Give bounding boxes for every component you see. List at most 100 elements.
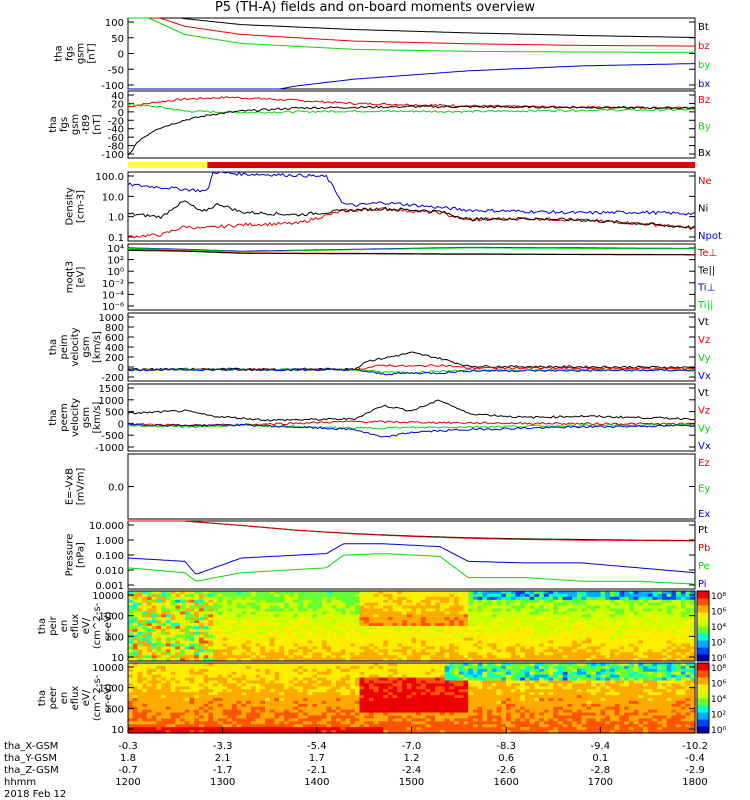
panel-frame	[127, 453, 696, 520]
legend-entry: Vy	[698, 423, 711, 434]
x-axis-row-label: tha_Y-GSM	[4, 753, 57, 764]
legend-entry: Pb	[698, 543, 710, 554]
y-tick-label: 0	[118, 108, 124, 119]
y-axis-label: en	[59, 620, 70, 633]
y-axis-label: Density	[65, 187, 76, 225]
colorbar-tick-label: 10⁴	[711, 623, 726, 633]
colorbar-tick-label: 10⁰	[711, 654, 726, 664]
legend-entry: Ne	[698, 176, 712, 187]
y-tick-label: 0	[118, 50, 124, 61]
y-tick-label: -60	[108, 133, 124, 144]
panel-pressure	[127, 520, 696, 590]
y-tick-label: 1.0	[108, 213, 124, 224]
y-tick-label: 1000	[99, 313, 124, 324]
series-Vz-line	[127, 420, 696, 427]
y-axis-label: en	[59, 692, 70, 705]
y-tick-label: 10000	[92, 663, 124, 674]
legend-entry: Ey	[698, 484, 710, 495]
legend-entry: Te||	[697, 265, 715, 276]
y-tick-label: -500	[101, 431, 124, 442]
x-tick-label: -2.1	[307, 765, 327, 776]
y-axis-label: gsm	[76, 43, 87, 64]
y-tick-label: 10	[111, 653, 124, 664]
panel-frame	[127, 171, 696, 242]
legend-entry: by	[698, 60, 710, 71]
series-Bz-line	[127, 96, 696, 110]
y-tick-label: 200	[105, 353, 124, 364]
y-axis-label: tha	[48, 409, 59, 425]
y-tick-label: 600	[105, 333, 124, 344]
y-axis-label: tha	[48, 339, 59, 355]
y-axis-label: tha	[37, 618, 48, 634]
series-Vt-line	[127, 399, 696, 422]
colorbar-tick-label: 10⁶	[711, 680, 726, 690]
series-Ti-line	[128, 247, 695, 253]
y-tick-label: 0	[118, 419, 124, 430]
legend-entry: bz	[698, 41, 710, 52]
y-axis-label: peim	[59, 334, 70, 359]
series-Npot-line	[127, 171, 696, 216]
legend-entry: Pt	[698, 525, 708, 536]
colorbar-tick-label: 10⁶	[711, 608, 726, 618]
y-tick-label: 10⁻⁴	[102, 290, 124, 301]
y-tick-label: 0	[118, 363, 124, 374]
y-axis-label: (cm^2-s-	[92, 674, 103, 721]
x-tick-label: 1500	[399, 777, 424, 788]
panel-frame	[127, 17, 696, 90]
y-axis-label: tha	[37, 690, 48, 706]
y-tick-label: 0.100	[95, 551, 124, 562]
y-tick-label: 10⁴	[107, 244, 124, 255]
x-axis-row-label: hhmm	[4, 777, 36, 788]
y-tick-label: 1.000	[95, 536, 124, 547]
y-tick-label: -40	[108, 125, 124, 136]
panel-frame	[127, 90, 696, 159]
legend-entry: Ex	[698, 509, 710, 520]
y-tick-label: 10⁰	[107, 267, 124, 278]
y-tick-label: 100	[105, 704, 124, 715]
y-tick-label: 10	[111, 725, 124, 736]
series-Pt-line	[128, 520, 695, 541]
y-axis-label: [km/s]	[92, 331, 103, 363]
y-axis-label: [mV/m]	[76, 468, 87, 506]
y-axis-label: [cm-3]	[76, 190, 87, 223]
x-tick-label: -1.7	[213, 765, 233, 776]
ephemeris-bar-prelim	[128, 162, 208, 168]
x-tick-label: 0.6	[498, 753, 514, 764]
y-axis-label: Pressure	[65, 534, 76, 577]
y-tick-label: -100	[101, 150, 124, 161]
y-axis-label: sr-eV)	[103, 611, 114, 640]
series-Pe-line	[127, 553, 696, 585]
series-Pi-line	[127, 543, 696, 575]
y-axis-label: eV/	[81, 617, 92, 634]
y-axis-label: peer	[48, 686, 59, 710]
y-axis-label: peem	[59, 403, 70, 431]
series-Vx-line	[127, 368, 696, 376]
panel-peir	[127, 590, 710, 662]
y-tick-label: -20	[108, 116, 124, 127]
y-axis-label: tha	[54, 45, 65, 61]
legend-entry: Npot	[698, 231, 722, 242]
y-tick-label: 100	[105, 632, 124, 643]
x-tick-label: -3.3	[213, 741, 233, 752]
legend-entry: Te⊥	[697, 248, 717, 259]
colorbar-tick-label: 10⁴	[711, 695, 726, 705]
x-tick-label: 1.2	[404, 753, 420, 764]
legend-entry: Vt	[698, 317, 709, 328]
x-tick-label: -8.3	[496, 741, 516, 752]
x-tick-label: -0.4	[685, 753, 705, 764]
x-tick-label: -0.7	[118, 765, 138, 776]
series-Ni-line	[127, 200, 696, 230]
x-tick-label: -10.2	[682, 741, 708, 752]
x-tick-label: -2.9	[685, 765, 705, 776]
x-tick-label: -5.4	[307, 741, 327, 752]
y-axis-label: [eV]	[76, 267, 87, 288]
legend-entry: Bx	[698, 148, 711, 159]
legend-entry: Ti||	[697, 300, 713, 311]
y-tick-label: 10²	[107, 256, 124, 267]
legend-entry: Pe	[698, 561, 710, 572]
x-tick-label: 2.1	[215, 753, 231, 764]
series-Te-line	[128, 249, 695, 256]
series-by-line	[128, 17, 695, 53]
series-bz-line	[128, 17, 695, 47]
series-Bx-line	[127, 105, 696, 156]
